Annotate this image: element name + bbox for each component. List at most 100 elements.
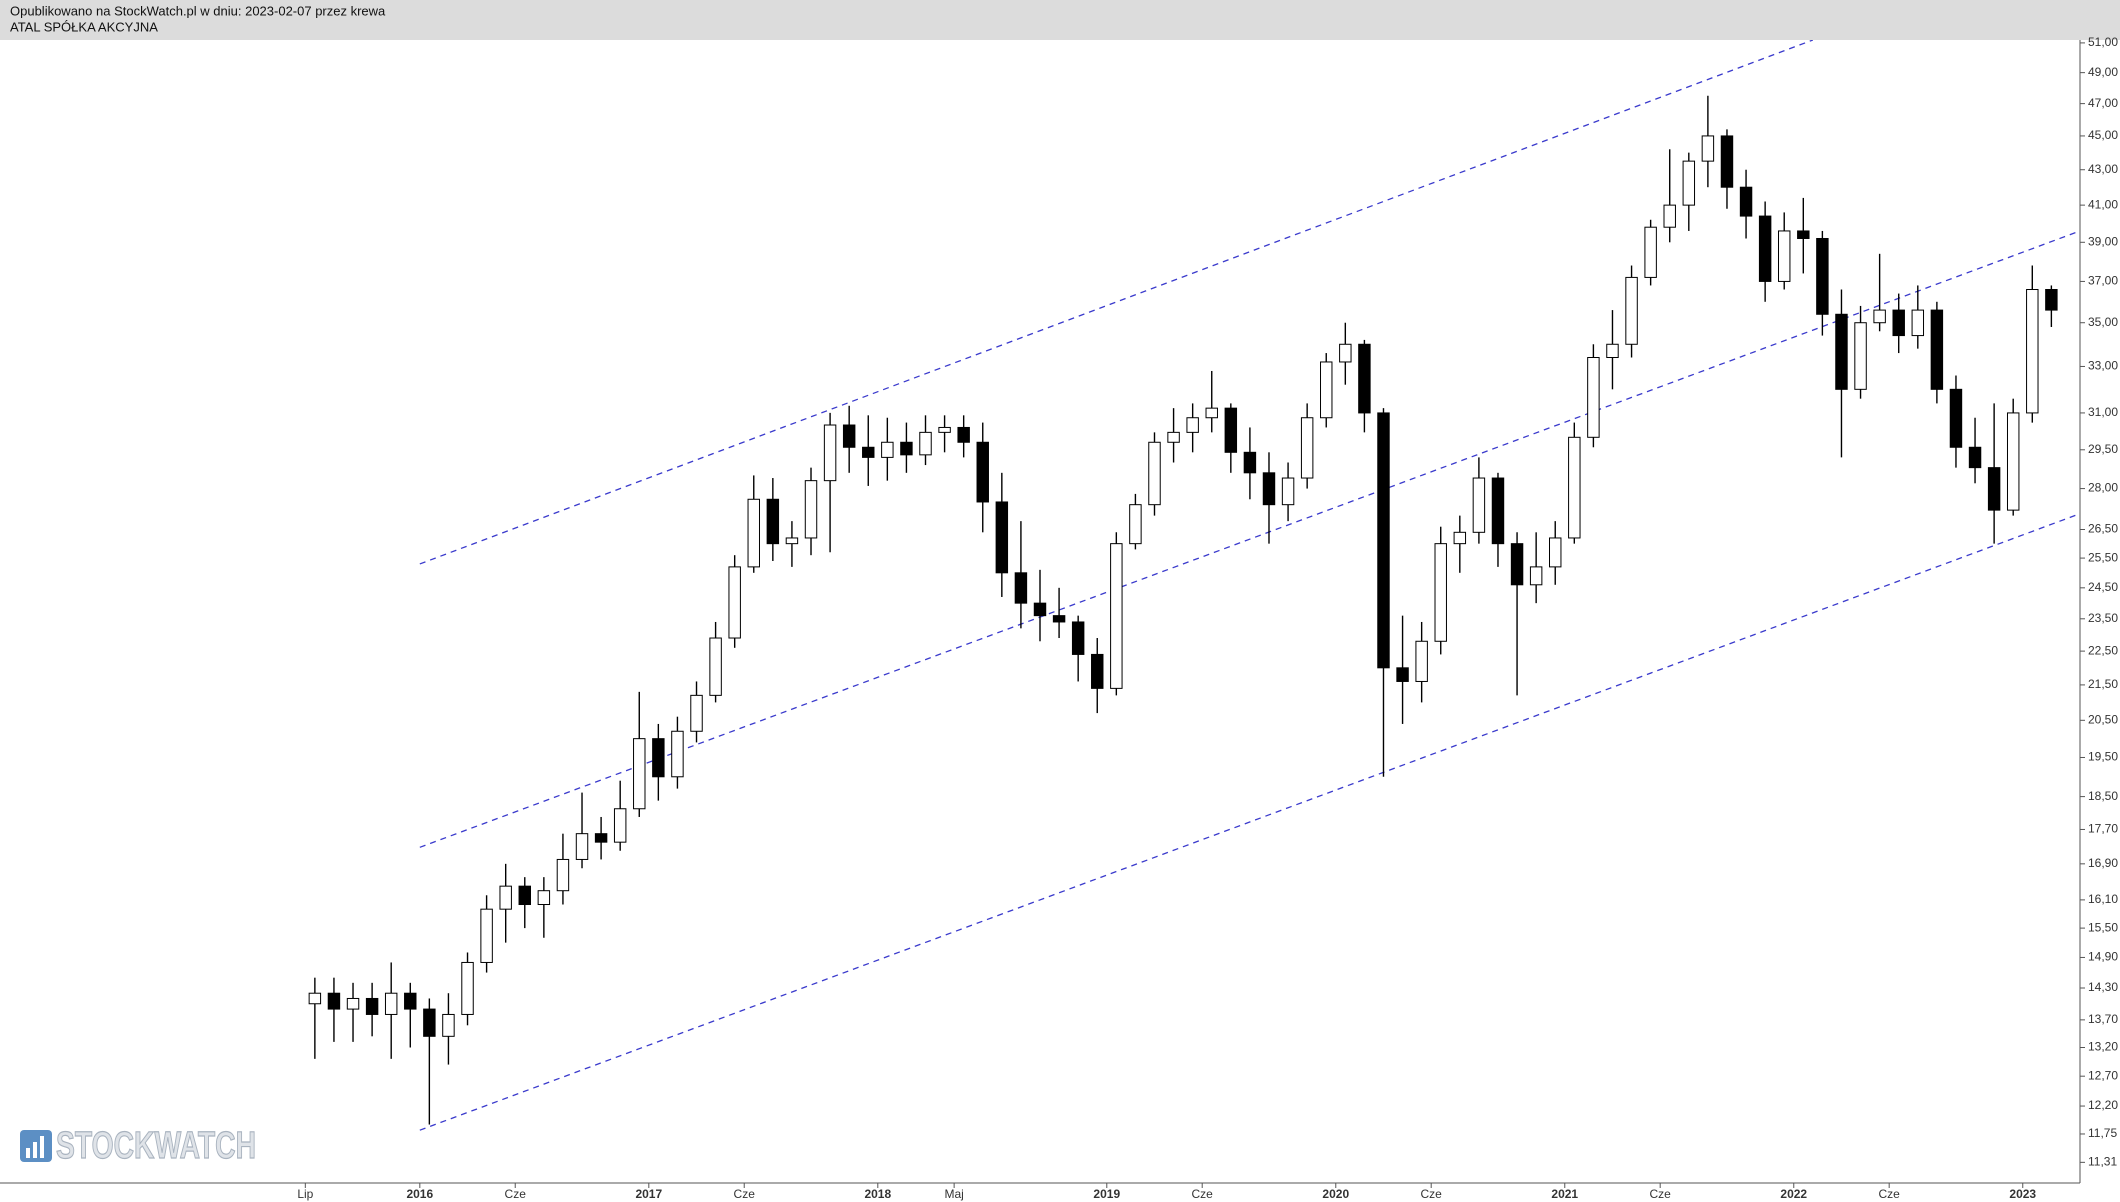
candle [2026,265,2039,423]
y-tick-label: 35,00 [2088,315,2118,329]
candle [671,716,684,789]
candle [709,621,722,703]
candle-body [747,498,760,568]
candle [1071,615,1085,682]
candle [785,521,799,567]
candle [1568,422,1581,544]
y-tick-label: 43,00 [2088,162,2118,176]
candle-body [1491,477,1505,545]
candle-body [1129,504,1142,545]
candle-body [1949,388,1963,448]
candle-body [499,885,512,910]
candle-body [1701,135,1715,162]
candle-body [1682,160,1696,206]
candle [633,691,646,817]
candle-body [1911,309,1925,337]
candle-body [1930,309,1944,390]
candle [995,472,1009,597]
candle [747,475,760,573]
candle-body [1873,309,1886,324]
candle-body [671,730,684,778]
x-tick-label: Cze [1879,1187,1901,1201]
candle [1434,526,1447,655]
candle-body [842,424,856,448]
candle [461,952,474,1026]
candle-body [1281,477,1295,506]
y-tick-label: 22,50 [2088,643,2118,657]
candle-body [766,498,780,545]
candle [423,998,436,1125]
candle-body [404,992,417,1010]
x-tick-label: 2021 [1551,1187,1578,1201]
candle [1968,417,1982,484]
candle [480,895,493,973]
x-tick-label: 2022 [1780,1187,1807,1201]
candle [1300,403,1314,489]
y-tick-label: 16,10 [2088,892,2118,906]
candle-body [1587,357,1600,438]
trend-line [419,513,2080,1131]
candle-body [1453,531,1467,545]
y-tick-label: 14,90 [2088,950,2118,964]
y-tick-label: 31,00 [2088,405,2118,419]
x-tick-label: Cze [1192,1187,1214,1201]
candle-body [461,961,474,1015]
candle [384,962,398,1059]
candle-body [1052,615,1066,623]
candle [537,877,551,938]
x-tick-label: Cze [734,1187,756,1201]
candle-body [881,441,894,458]
candle [1472,457,1486,544]
header-bar [0,0,2120,40]
candle [1052,587,1066,639]
y-tick-label: 11,31 [2088,1155,2117,1169]
candle [766,478,780,562]
candle-body [1167,431,1180,443]
watermark-icon-bar [26,1148,30,1158]
candle-body [1968,446,1982,469]
candle-body [938,426,951,433]
candle [1358,339,1371,433]
candle-body [957,426,970,443]
y-tick-label: 25,50 [2088,550,2118,564]
candle [1758,201,1772,302]
candle-body [1568,436,1581,539]
candle-body [1777,230,1791,282]
candle [613,780,627,851]
candle-body [1663,204,1676,228]
candle [842,405,856,473]
candle [346,982,360,1042]
candle-body [1720,135,1734,188]
watermark: STOCKWATCH [20,1124,257,1168]
y-tick-label: 17,70 [2088,822,2118,836]
y-tick-label: 45,00 [2088,128,2118,142]
candle [957,415,970,458]
y-tick-label: 49,00 [2088,65,2118,79]
candle [900,422,913,473]
y-tick-label: 12,70 [2088,1068,2118,1082]
candle-body [1987,467,2001,511]
y-tick-label: 26,50 [2088,522,2118,536]
candle [442,993,455,1065]
candle-body [1262,472,1276,506]
candle [1911,285,1925,349]
plot-area [308,40,2080,1131]
candle [1606,310,1619,390]
candle-body [728,566,741,639]
candle [1625,265,1638,358]
candle-body [2045,289,2058,311]
candle [1739,169,1753,239]
watermark-icon-bar [40,1136,44,1158]
candle [575,792,589,869]
candle [1129,493,1142,550]
candle-body [919,431,932,456]
candle [1033,569,1047,642]
candle [1854,305,1867,399]
candle [1816,230,1829,336]
candle-body [1510,543,1524,586]
trend-line [419,40,1814,565]
candle-body [804,480,818,539]
y-tick-label: 29,50 [2088,442,2118,456]
